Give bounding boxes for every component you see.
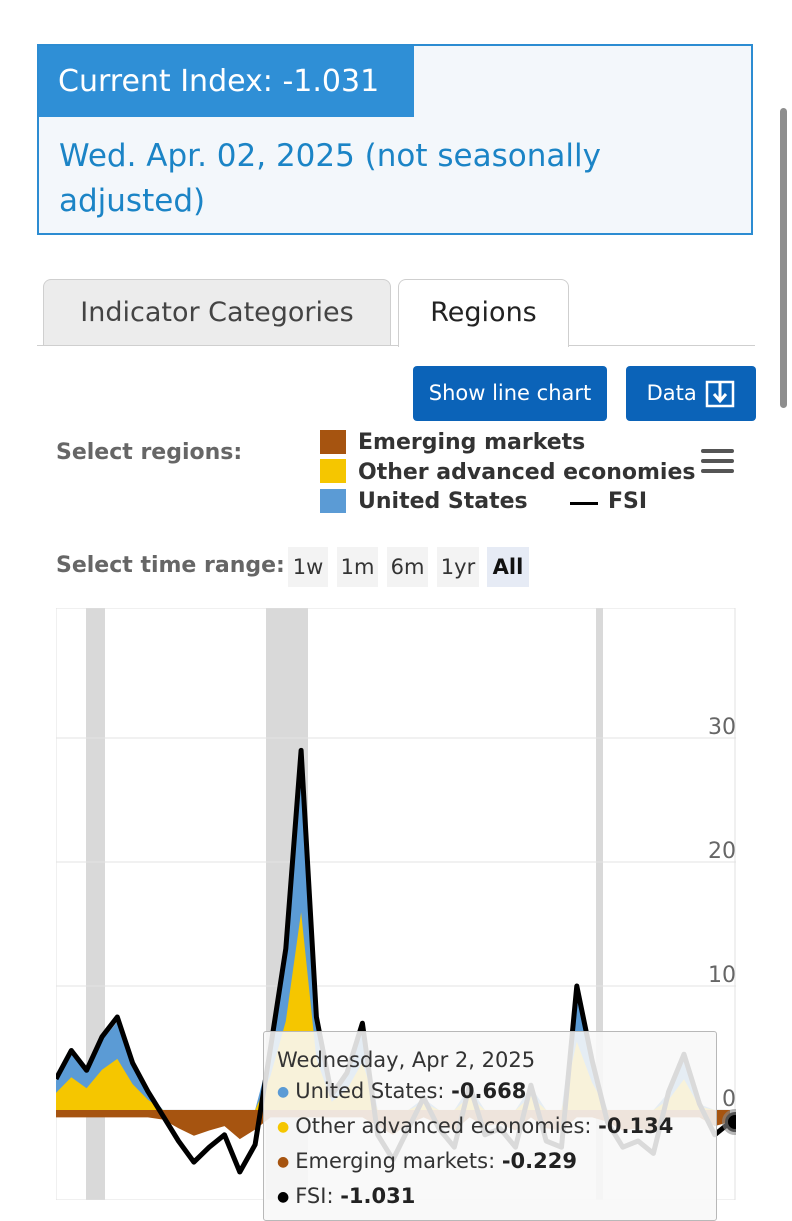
range-6m-button[interactable]: 6m	[387, 547, 428, 587]
range-1w-button[interactable]: 1w	[288, 547, 328, 587]
chart-tooltip: Wednesday, Apr 2, 2025 ● United States: -…	[263, 1031, 717, 1221]
bullet-icon: ●	[277, 1189, 290, 1205]
current-index-date: Wed. Apr. 02, 2025 (not seasonally adjus…	[59, 138, 601, 219]
y-tick-label: 20	[708, 839, 736, 864]
plot-border	[56, 608, 736, 1200]
other-advanced-swatch	[320, 459, 346, 483]
tooltip-value: -0.134	[598, 1114, 674, 1138]
tooltip-value: -0.229	[501, 1149, 577, 1173]
tooltip-row-fsi: ● FSI: -1.031	[277, 1180, 716, 1215]
legend-fsi[interactable]: FSI	[608, 489, 648, 514]
tooltip-row-other-advanced: ● Other advanced economies: -0.134	[277, 1110, 716, 1145]
range-1m-button[interactable]: 1m	[337, 547, 378, 587]
tooltip-label: Emerging markets:	[295, 1149, 502, 1173]
show-line-chart-label: Show line chart	[428, 381, 592, 405]
show-line-chart-button[interactable]: Show line chart	[413, 366, 607, 421]
tab-divider	[37, 345, 398, 346]
tooltip-value: -1.031	[340, 1184, 416, 1208]
range-1yr-button[interactable]: 1yr	[437, 547, 479, 587]
bullet-icon: ●	[277, 1154, 290, 1170]
tooltip-label: Other advanced economies:	[295, 1114, 599, 1138]
other-advanced-area	[56, 912, 730, 1110]
bullet-icon: ●	[277, 1119, 290, 1135]
hamburger-menu-icon[interactable]	[701, 449, 734, 479]
hover-marker	[722, 1109, 736, 1135]
select-regions-label: Select regions:	[56, 440, 243, 465]
recession-band	[596, 608, 603, 1200]
data-button-label: Data	[646, 381, 697, 405]
current-index-label: Current Index: -1.031	[39, 46, 414, 117]
y-tick-label: 0	[722, 1087, 736, 1112]
tooltip-title: Wednesday, Apr 2, 2025	[277, 1048, 536, 1072]
tooltip-row-emerging: ● Emerging markets: -0.229	[277, 1145, 716, 1180]
tab-indicator-categories[interactable]: Indicator Categories	[43, 279, 391, 345]
legend-other-advanced-economies[interactable]: Other advanced economies	[358, 460, 696, 485]
tooltip-label: United States:	[295, 1079, 452, 1103]
y-tick-label: 10	[708, 963, 736, 988]
bullet-icon: ●	[277, 1084, 290, 1100]
tooltip-row-united-states: ● United States: -0.668	[277, 1075, 716, 1110]
tooltip-label: FSI:	[295, 1184, 341, 1208]
legend-emerging-markets[interactable]: Emerging markets	[358, 430, 586, 455]
download-icon	[706, 380, 735, 408]
select-time-range-label: Select time range:	[56, 553, 285, 578]
united-states-swatch	[320, 489, 346, 513]
page-scrollbar[interactable]	[780, 108, 787, 408]
tooltip-value: -0.668	[451, 1079, 527, 1103]
fsi-line-swatch	[570, 502, 598, 505]
emerging-markets-swatch	[320, 430, 346, 454]
y-tick-label: 30	[708, 715, 736, 740]
legend-united-states[interactable]: United States	[358, 489, 528, 514]
tab-divider	[569, 345, 755, 346]
tab-regions[interactable]: Regions	[398, 279, 569, 347]
current-index-panel: Current Index: -1.031 Wed. Apr. 02, 2025…	[37, 44, 753, 235]
data-download-button[interactable]: Data	[626, 366, 756, 421]
range-all-button[interactable]: All	[487, 547, 529, 587]
